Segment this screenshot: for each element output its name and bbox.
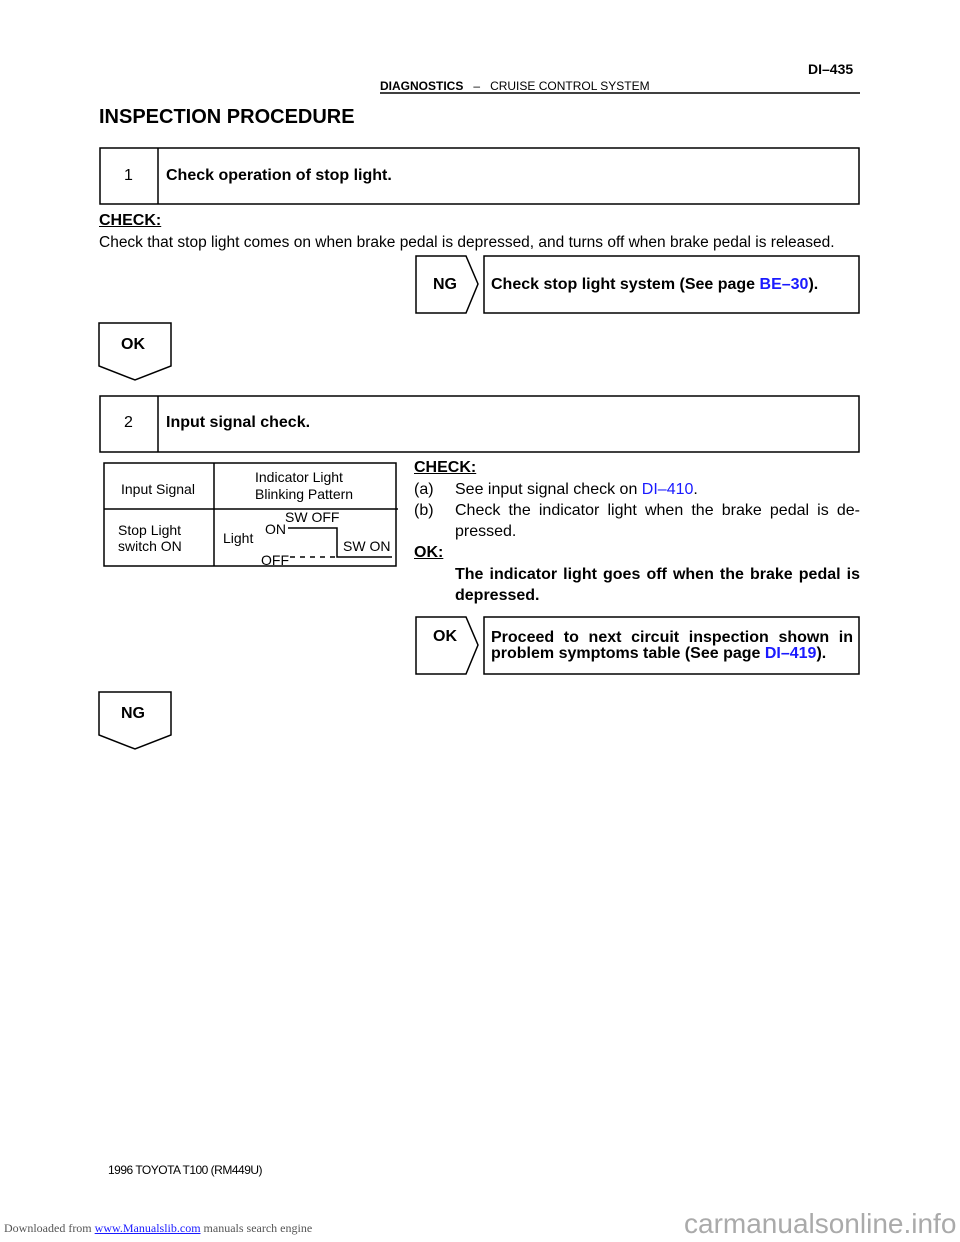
step2-number: 2 (124, 414, 133, 431)
step1-check-text: Check that stop light comes on when brak… (99, 234, 835, 251)
on-label: ON (265, 521, 286, 537)
ng-down-arrow (98, 691, 172, 750)
header-sep: – (473, 79, 481, 93)
sw-off-label: SW OFF (285, 509, 340, 525)
step1-number: 1 (124, 167, 133, 184)
ng-label-1: NG (433, 276, 457, 293)
item-a-text: See input signal check on DI–410. (455, 481, 698, 498)
item-a-label: (a) (414, 481, 434, 498)
table-row-1: Stop Light (118, 522, 182, 538)
signal-table (103, 462, 397, 567)
ng-label-2: NG (121, 705, 145, 722)
ng-result-text: Check stop light system (See page BE–30)… (491, 276, 819, 293)
item-b-text1: Check the indicator light when the brake… (455, 502, 860, 519)
header-system: CRUISE CONTROL SYSTEM (490, 79, 650, 93)
ok-label-2: OK (433, 628, 457, 645)
ok-label-1: OK (121, 336, 145, 353)
step2-box (99, 395, 860, 453)
light-label: Light (223, 530, 254, 546)
step1-title: Check operation of stop light. (166, 167, 392, 184)
link-di-419[interactable]: DI–419 (764, 645, 817, 662)
footer-model: 1996 TOYOTA T100 (RM449U) (108, 1163, 263, 1177)
ng-result-box (483, 255, 860, 314)
manualslib-link[interactable]: www.Manualslib.com (94, 1221, 201, 1235)
watermark: carmanualsonline.info (684, 1208, 957, 1239)
link-di-410[interactable]: DI–410 (641, 481, 694, 498)
ok-result-box (483, 616, 860, 675)
table-header-indicator-1: Indicator Light (255, 469, 343, 485)
step1-box (99, 147, 860, 205)
sw-on-label: SW ON (343, 538, 391, 554)
table-header-input: Input Signal (121, 481, 195, 497)
off-label: OFF (261, 552, 289, 568)
header-section: DIAGNOSTICS (380, 79, 464, 93)
ok-criteria-text1: The indicator light goes off when the br… (455, 566, 860, 583)
step1-check-label: CHECK: (99, 212, 162, 229)
table-header-indicator-2: Blinking Pattern (255, 486, 354, 502)
step2-check-label: CHECK: (414, 459, 477, 476)
page-title: INSPECTION PROCEDURE (99, 106, 355, 128)
ok-result-text1: Proceed to next circuit inspection shown… (491, 629, 853, 646)
ng-arrow-1 (415, 255, 479, 314)
step2-title: Input signal check. (166, 414, 311, 431)
footer-download: Downloaded from www.Manualslib.com manua… (4, 1221, 313, 1235)
page-number: DI–435 (808, 61, 854, 77)
item-b-label: (b) (414, 502, 434, 519)
ok-criteria-text2: depressed. (455, 587, 540, 604)
ok-result-text2: problem symptoms table (See page DI–419)… (491, 645, 827, 662)
blink-waveform (288, 527, 392, 558)
item-b-text2: pressed. (455, 523, 517, 540)
link-be-30[interactable]: BE–30 (759, 276, 809, 293)
ok-arrow-2 (415, 616, 479, 675)
table-row-2: switch ON (118, 538, 182, 554)
ok-down-arrow (98, 322, 172, 381)
ok-criteria-label: OK: (414, 544, 444, 561)
